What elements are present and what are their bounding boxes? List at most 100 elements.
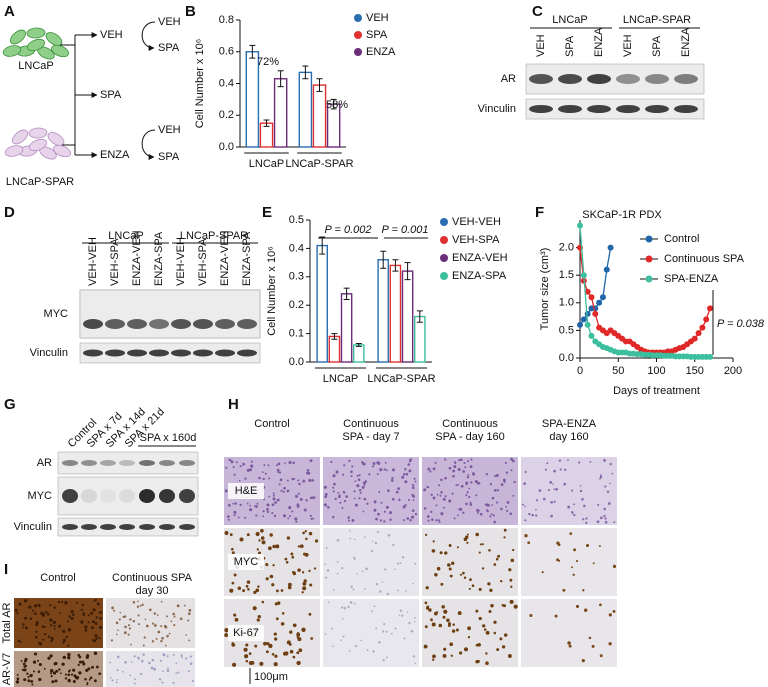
nucleus: [468, 495, 471, 499]
nucleus: [151, 658, 155, 662]
nucleus: [500, 507, 503, 511]
nucleus: [339, 501, 342, 504]
nucleus: [341, 567, 344, 570]
nucleus: [488, 609, 492, 614]
nucleus: [599, 516, 603, 520]
nucleus: [298, 482, 301, 486]
blot-band: [127, 349, 147, 357]
nucleus: [444, 476, 447, 480]
nucleus: [408, 469, 412, 473]
nucleus: [80, 620, 83, 623]
nucleus: [37, 603, 41, 607]
nucleus: [444, 458, 447, 461]
nucleus: [524, 470, 527, 474]
blot-band: [193, 319, 213, 329]
nucleus: [62, 655, 66, 660]
nucleus: [350, 475, 353, 478]
nucleus: [343, 491, 346, 494]
y-axis-label: Cell Number x 10⁶: [266, 246, 278, 336]
blot-band: [62, 489, 78, 503]
nucleus: [233, 510, 237, 514]
nucleus: [604, 517, 607, 520]
nucleus: [95, 637, 98, 641]
y-tick-label: 0.3: [289, 271, 304, 283]
nucleus: [37, 670, 41, 673]
nucleus: [278, 483, 281, 486]
nucleus: [332, 486, 335, 489]
nucleus: [402, 473, 406, 476]
y-tick-label: 2.0: [559, 242, 574, 254]
nucleus: [578, 461, 581, 464]
nucleus: [137, 614, 140, 617]
nucleus: [72, 613, 75, 617]
nucleus: [394, 568, 396, 571]
row-label: Ki-67: [233, 627, 259, 639]
nucleus: [483, 628, 487, 631]
nucleus: [159, 659, 162, 662]
nucleus: [333, 482, 336, 486]
lane-label: ENZA-SPA: [153, 231, 165, 286]
nucleus: [509, 578, 513, 582]
nucleus: [296, 636, 300, 639]
nucleus: [557, 543, 561, 547]
nucleus: [412, 484, 415, 487]
nucleus: [64, 601, 68, 605]
nucleus: [431, 549, 436, 553]
blot-band: [159, 524, 175, 530]
nucleus: [414, 480, 417, 483]
nucleus: [115, 621, 119, 625]
y-tick-label: 0.0: [219, 141, 234, 153]
nucleus: [389, 518, 392, 521]
nucleus: [87, 667, 91, 671]
nucleus: [501, 645, 506, 649]
nucleus: [289, 515, 291, 518]
nucleus: [471, 584, 475, 587]
nucleus: [238, 479, 241, 482]
nucleus: [313, 567, 317, 570]
point: [592, 310, 599, 317]
panel-label: A: [4, 3, 15, 20]
nucleus: [490, 604, 494, 608]
nucleus: [599, 603, 602, 607]
nucleus: [371, 610, 373, 613]
row-label: AR: [501, 73, 516, 85]
nucleus: [414, 616, 416, 619]
nucleus: [227, 518, 230, 521]
nucleus: [137, 600, 139, 603]
nucleus: [50, 674, 53, 678]
nucleus: [47, 635, 51, 639]
nucleus: [438, 484, 440, 487]
nucleus: [507, 654, 512, 658]
nucleus: [303, 579, 307, 583]
nucleus: [266, 641, 270, 646]
nucleus: [115, 681, 118, 684]
nucleus: [588, 636, 592, 640]
nucleus: [352, 588, 355, 591]
nucleus: [297, 568, 301, 572]
nucleus: [49, 618, 53, 622]
nucleus: [133, 682, 136, 685]
nucleus: [503, 633, 508, 637]
legend-label: ENZA: [366, 46, 396, 58]
nucleus: [332, 474, 336, 478]
nucleus: [246, 502, 249, 505]
nucleus: [348, 650, 351, 652]
point: [699, 324, 706, 331]
nucleus: [462, 571, 465, 575]
nucleus: [544, 468, 547, 471]
blot-band: [179, 460, 195, 466]
nucleus: [353, 602, 356, 605]
nucleus: [30, 679, 34, 683]
nucleus: [141, 659, 144, 663]
cell: [51, 44, 69, 58]
nucleus: [464, 535, 469, 539]
nucleus: [284, 557, 288, 561]
nucleus: [599, 475, 603, 479]
nucleus: [239, 503, 242, 507]
nucleus: [392, 497, 395, 501]
nucleus: [155, 637, 158, 640]
nucleus: [32, 660, 37, 664]
nucleus: [326, 569, 330, 572]
nucleus: [338, 495, 341, 499]
label-background: [228, 554, 264, 570]
